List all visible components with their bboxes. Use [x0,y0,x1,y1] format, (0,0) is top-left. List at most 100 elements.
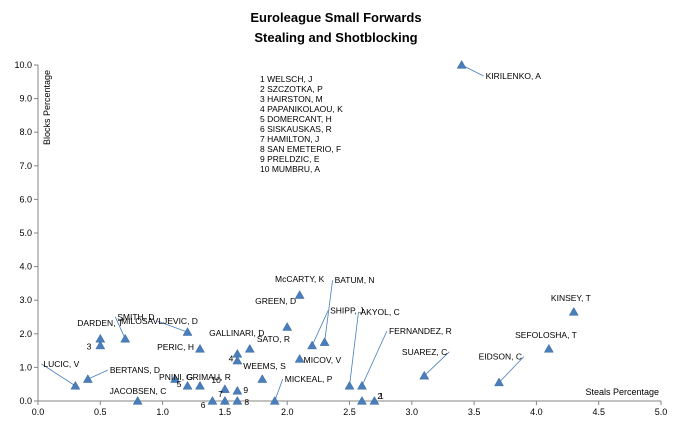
data-point-marker [70,380,81,390]
y-tick-label: 0.0 [19,396,32,406]
y-tick-label: 5.0 [19,228,32,238]
leader-line [349,311,359,386]
chart-subtitle: Stealing and Shotblocking [254,30,417,45]
data-point-marker [170,374,180,383]
point-label: 3 [87,342,92,352]
x-tick-label: 4.0 [530,407,543,417]
data-point-marker [195,380,205,390]
point-label: FERNANDEZ, R [389,326,452,336]
key-entry: 1 WELSCH, J [260,74,312,84]
axes [34,64,662,405]
data-point-marker [195,343,205,353]
data-point-marker [456,59,467,69]
x-tick-label: 4.5 [592,407,605,417]
y-tick-label: 2.0 [19,329,32,339]
data-point-marker [419,370,430,380]
y-axis-title: Blocks Percentage [42,70,52,145]
data-point-marker [568,306,579,316]
point-label: 5 [177,379,182,389]
data-point-marker [232,355,243,365]
data-point-marker [369,395,380,405]
data-point-marker [294,353,305,363]
data-point-marker [494,377,504,387]
data-point-marker [207,395,218,405]
key-entry: 10 MUMBRU, A [260,164,320,174]
x-tick-label: 1.5 [219,407,232,417]
point-label: WEEMS, S [243,361,286,371]
data-point-marker [232,385,243,395]
chart-title: Euroleague Small Forwards [250,10,421,25]
point-label: 10 [211,375,221,385]
leader-line [41,363,76,387]
data-point-marker [257,374,268,383]
data-point-marker [543,343,554,353]
data-point-marker [282,322,293,331]
y-tick-label: 7.0 [19,161,32,171]
point-label: 7 [218,389,223,399]
point-label: SUAREZ, C [402,347,447,357]
x-tick-label: 5.0 [655,407,668,417]
y-tick-label: 8.0 [19,127,32,137]
data-point-marker [132,395,143,405]
data-point-marker [232,395,243,405]
leader-line [361,330,388,387]
y-tick-label: 9.0 [19,94,32,104]
x-tick-label: 1.0 [156,407,169,417]
data-point-marker [269,395,280,405]
data-point-marker [294,290,305,299]
data-point-marker [182,380,193,390]
data-point-marker [357,380,367,390]
tick-labels: 0.0 0.5 1.0 1.5 2.0 2.5 3.0 3.5 4.0 4.5 5.0 0.0 1.0 2… [14,60,667,417]
key-entry: 8 SAN EMETERIO, F [260,144,341,154]
y-tick-label: 3.0 [19,295,32,305]
point-label: EIDSON, C [479,352,522,362]
x-tick-label: 2.0 [281,407,294,417]
key-entry: 7 HAMILTON, J [260,134,319,144]
point-label: 8 [244,397,249,407]
number-key: 1 WELSCH, J2 SZCZOTKA, P3 HAIRSTON, M4 P… [260,74,343,174]
key-entry: 9 PRELDZIC, E [260,154,320,164]
leader-line [87,369,109,380]
point-label: 6 [201,400,206,410]
point-label: MICKEAL, P [285,374,333,384]
leader-lines [41,64,525,402]
point-label: SMITH, D [117,312,154,322]
point-label: KIRILENKO, A [486,71,542,81]
point-label: AKYOL, C [361,307,400,317]
key-entry: 4 PAPANIKOLAOU, K [260,104,343,114]
point-labels: KIRILENKO, A KINSEY, T SEFOLOSHA, T EIDSON,… [43,71,590,410]
x-tick-label: 2.5 [343,407,356,417]
data-point-marker [95,340,106,350]
point-label: JACOBSEN, C [110,386,167,396]
y-tick-label: 4.0 [19,262,32,272]
data-point-marker [344,380,355,390]
data-point-marker [357,395,367,405]
point-label: LUCIC, V [43,359,79,369]
leader-line [311,310,329,346]
point-label: 9 [243,385,248,395]
x-tick-label: 0.5 [94,407,107,417]
point-label: 4 [229,354,234,364]
leader-line [157,320,188,333]
data-point-marker [219,395,230,405]
data-point-marker [319,337,330,346]
key-entry: 6 SISKAUSKAS, R [260,124,332,134]
leader-line [114,316,126,340]
point-label: GALLINARI, D [209,328,264,338]
key-entry: 3 HAIRSTON, M [260,94,323,104]
key-entry: 2 SZCZOTKA, P [260,84,323,94]
leader-line [498,356,525,383]
data-point-marker [182,327,193,336]
data-point-marker [219,384,230,393]
x-tick-label: 0.0 [32,407,45,417]
key-entry: 5 DOMERCANT, H [260,114,332,124]
point-label: MICOV, V [304,355,342,365]
data-points [70,59,579,405]
point-label: 1 [379,391,384,401]
leader-line [324,280,333,343]
point-label: SATO, R [257,334,290,344]
y-tick-label: 6.0 [19,194,32,204]
data-point-marker [120,333,131,343]
point-label: GREEN, D [255,296,296,306]
